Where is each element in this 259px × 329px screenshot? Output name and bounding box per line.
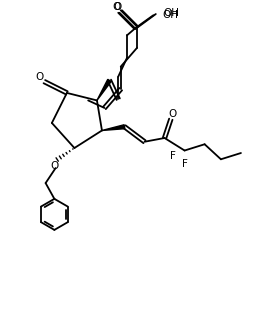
Text: F: F	[170, 151, 176, 161]
Text: O: O	[168, 109, 176, 119]
Text: OH: OH	[164, 8, 180, 18]
Text: OH: OH	[162, 10, 178, 20]
Text: O: O	[113, 2, 121, 12]
Polygon shape	[97, 79, 111, 100]
Text: O: O	[114, 2, 122, 12]
Text: O: O	[36, 72, 44, 82]
Text: F: F	[182, 159, 188, 169]
Polygon shape	[102, 125, 125, 131]
Text: O: O	[50, 161, 59, 170]
